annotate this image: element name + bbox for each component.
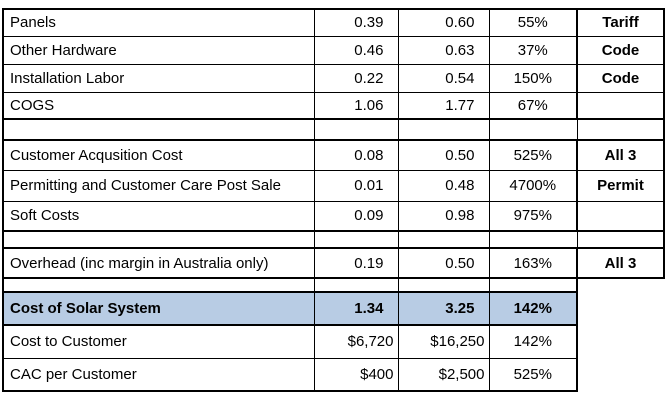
cell-value-a (313, 230, 399, 249)
cell-change-pct: 67% (488, 91, 578, 120)
spacer-row (2, 277, 664, 293)
empty-region (577, 325, 664, 358)
cell-value-b: 0.60 (397, 8, 490, 37)
cell-value-a: 0.01 (313, 169, 399, 202)
cell-change-pct (488, 230, 578, 249)
cell-label: Panels (2, 8, 315, 37)
cell-value-b (397, 277, 490, 293)
cell-change-pct: 4700% (488, 169, 578, 202)
total-row: Cost of Solar System 1.34 3.25 142% (2, 291, 664, 326)
cell-value-b: $2,500 (397, 357, 490, 392)
cell-note (576, 91, 665, 120)
cell-change-pct: 37% (488, 35, 578, 65)
cell-label: Cost to Customer (2, 324, 315, 359)
cell-value-a (313, 118, 399, 141)
table-row: COGS 1.06 1.77 67% (2, 91, 665, 120)
cell-label: CAC per Customer (2, 357, 315, 392)
cell-value-a: 0.19 (313, 247, 399, 279)
cell-change-pct: 525% (488, 139, 578, 171)
cell-change-pct: 525% (488, 357, 578, 392)
cell-note (576, 230, 665, 249)
cell-value-b: 0.63 (397, 35, 490, 65)
cell-value-a (313, 277, 399, 293)
cell-note: All 3 (576, 247, 665, 279)
cell-change-pct (488, 118, 578, 141)
cell-value-b: 1.77 (397, 91, 490, 120)
cell-label (2, 118, 315, 141)
cell-change-pct: 142% (488, 291, 578, 326)
cell-note (576, 200, 665, 232)
table-row: Overhead (inc margin in Australia only) 0… (2, 247, 665, 279)
cell-value-b: 0.98 (397, 200, 490, 232)
cell-value-a: 1.34 (313, 291, 399, 326)
cell-value-b: 3.25 (397, 291, 490, 326)
cell-note: Code (576, 63, 665, 93)
empty-region (577, 278, 664, 292)
table-row: Other Hardware 0.46 0.63 37% Code (2, 35, 665, 65)
cost-comparison-table: Panels 0.39 0.60 55% Tariff Other Hardware 0.4… (2, 8, 665, 392)
cell-value-a: 1.06 (313, 91, 399, 120)
cell-note: All 3 (576, 139, 665, 171)
cell-change-pct: 163% (488, 247, 578, 279)
cell-label: Soft Costs (2, 200, 315, 232)
cell-value-b: 0.50 (397, 139, 490, 171)
cell-value-a: $400 (313, 357, 399, 392)
cell-label: Other Hardware (2, 35, 315, 65)
cell-change-pct: 975% (488, 200, 578, 232)
table-body: Panels 0.39 0.60 55% Tariff Other Hardware 0.4… (2, 8, 665, 392)
table-row: Installation Labor 0.22 0.54 150% Code (2, 63, 665, 93)
cell-label: Customer Acqusition Cost (2, 139, 315, 171)
cell-label (2, 230, 315, 249)
cell-change-pct (488, 277, 578, 293)
cell-value-b: 0.48 (397, 169, 490, 202)
spacer-row (2, 230, 665, 249)
table-row: Panels 0.39 0.60 55% Tariff (2, 8, 665, 37)
cell-change-pct: 142% (488, 324, 578, 359)
spacer-row (2, 118, 665, 141)
cell-value-b: $16,250 (397, 324, 490, 359)
table-row: Cost to Customer $6,720 $16,250 142% (2, 324, 664, 359)
table-row: Permitting and Customer Care Post Sale 0.… (2, 169, 665, 202)
cell-change-pct: 55% (488, 8, 578, 37)
empty-region (577, 292, 664, 325)
cell-value-a: 0.22 (313, 63, 399, 93)
cell-label: Installation Labor (2, 63, 315, 93)
empty-region (577, 358, 664, 391)
table-row: Customer Acqusition Cost 0.08 0.50 525% All … (2, 139, 665, 171)
cell-note: Permit (576, 169, 665, 202)
cell-value-b: 0.50 (397, 247, 490, 279)
cell-value-b (397, 118, 490, 141)
cell-label (2, 277, 315, 293)
cell-label: Permitting and Customer Care Post Sale (2, 169, 315, 202)
cell-value-a: $6,720 (313, 324, 399, 359)
cell-label: COGS (2, 91, 315, 120)
cell-change-pct: 150% (488, 63, 578, 93)
cell-note: Tariff (576, 8, 665, 37)
cell-label: Cost of Solar System (2, 291, 315, 326)
cell-value-a: 0.08 (313, 139, 399, 171)
cell-value-a: 0.39 (313, 8, 399, 37)
table-row: Soft Costs 0.09 0.98 975% (2, 200, 665, 232)
table-row: CAC per Customer $400 $2,500 525% (2, 357, 664, 392)
cell-label: Overhead (inc margin in Australia only) (2, 247, 315, 279)
cell-note (576, 118, 665, 141)
cell-value-a: 0.46 (313, 35, 399, 65)
cell-value-b: 0.54 (397, 63, 490, 93)
cell-value-a: 0.09 (313, 200, 399, 232)
cell-note: Code (576, 35, 665, 65)
cell-value-b (397, 230, 490, 249)
